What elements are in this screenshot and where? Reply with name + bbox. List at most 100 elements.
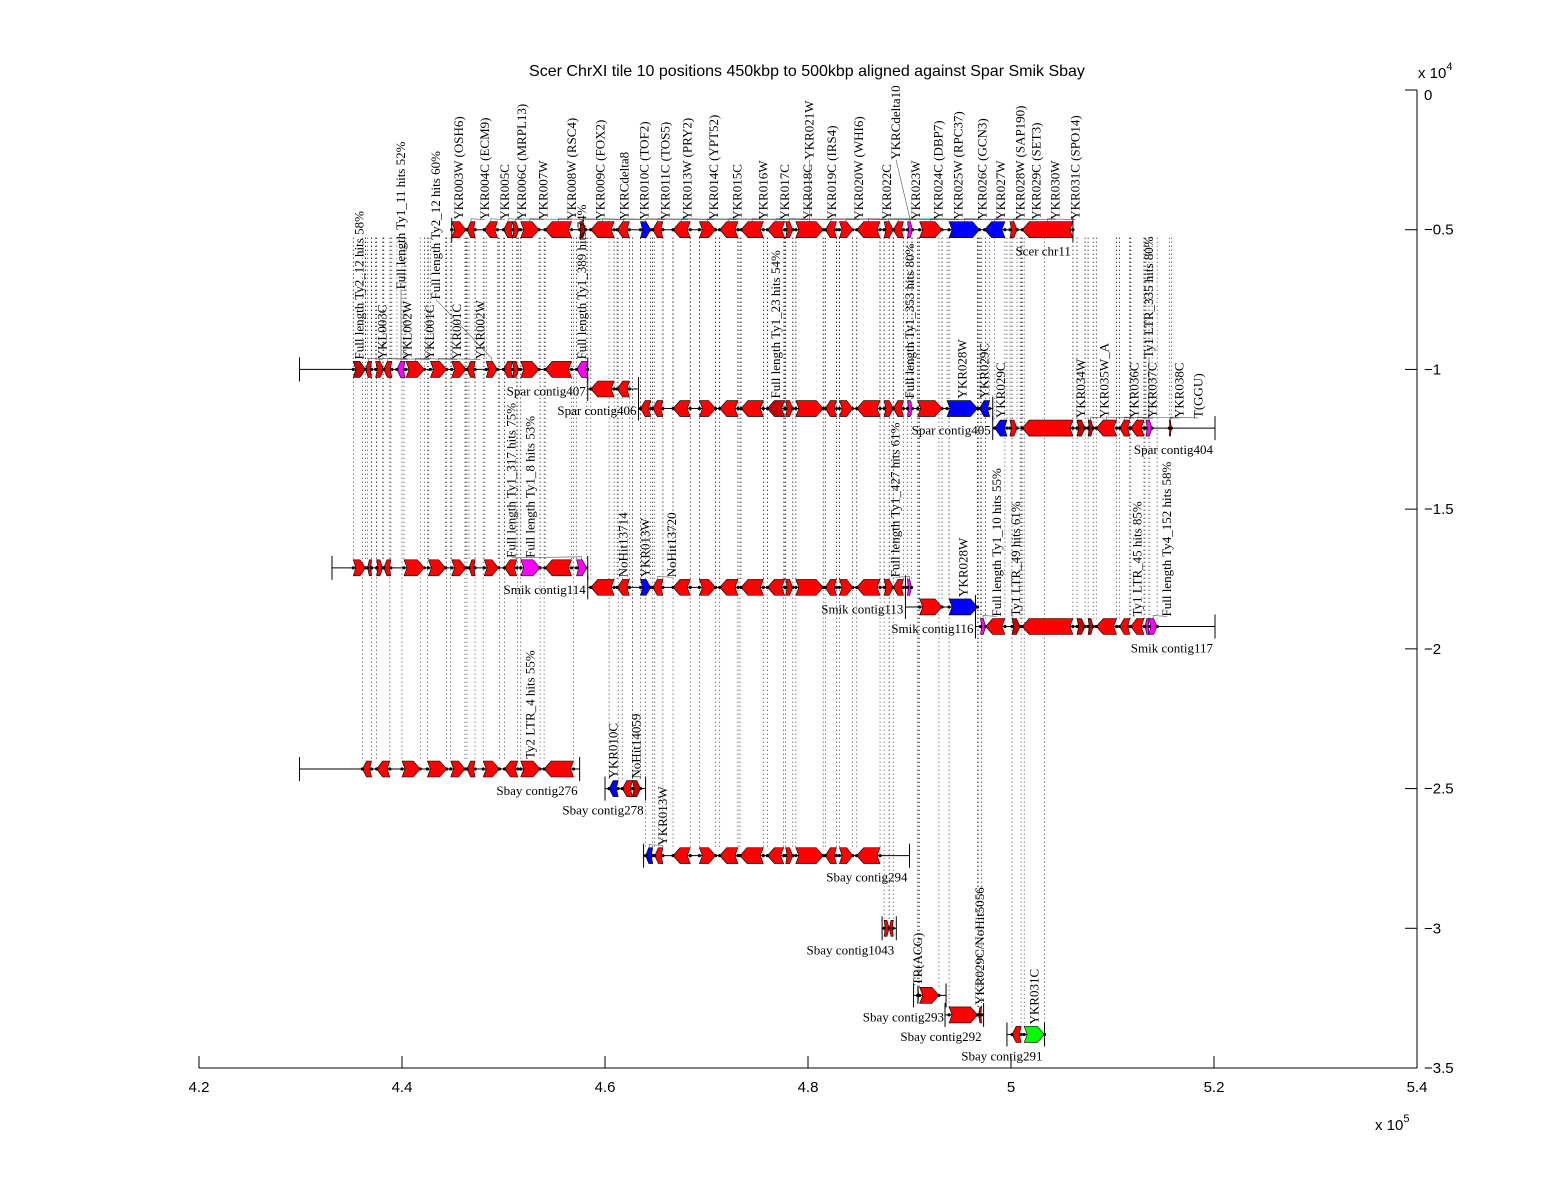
gene-boundary-dot	[823, 406, 827, 411]
gene-label: NoHit14059	[628, 714, 643, 779]
gene-boundary-dot	[449, 767, 453, 771]
label-leader-line	[511, 556, 582, 560]
gene-arrow	[824, 847, 837, 864]
gene-boundary-dot	[400, 767, 404, 771]
gene-boundary-dot	[620, 786, 624, 791]
gene-boundary-dot	[891, 926, 895, 930]
gene-boundary-dot	[834, 854, 839, 858]
gene-boundary-dot	[615, 228, 619, 232]
gene-boundary-dot	[784, 406, 788, 411]
gene-label: YKR031C (SPO14)	[1068, 115, 1083, 219]
gene-boundary-dot	[402, 566, 406, 570]
gene-label: YKR029C	[977, 343, 992, 399]
gene-boundary-dot	[578, 228, 582, 232]
gene-arrow	[504, 559, 518, 577]
gene-boundary-dot	[794, 585, 798, 589]
gene-boundary-dot	[1143, 624, 1147, 629]
gene-arrow	[405, 361, 425, 378]
gene-boundary-dot	[1010, 624, 1014, 629]
gene-boundary-dot	[644, 854, 648, 858]
gene-boundary-dot	[784, 854, 788, 858]
gene-boundary-dot	[450, 566, 454, 570]
gene-arrow	[795, 579, 824, 596]
x-tick-label: 5.4	[1407, 1079, 1428, 1096]
gene-arrow	[1119, 419, 1131, 437]
contig-label: Smik contig116	[891, 621, 974, 636]
gene-arrow	[856, 400, 881, 417]
gene-label: YKR010C	[606, 723, 621, 779]
gene-boundary-dot	[1114, 624, 1119, 629]
gene-boundary-dot	[651, 406, 655, 411]
gene-arrow	[483, 559, 499, 577]
label-leader-line	[845, 218, 917, 222]
gene-arrow	[883, 579, 894, 596]
gene-boundary-dot	[794, 854, 798, 858]
gene-boundary-dot	[369, 767, 374, 771]
gene-boundary-dot	[1118, 624, 1122, 629]
gene-arrow	[520, 361, 540, 378]
gene-arrow	[1095, 419, 1117, 437]
gene-arrow	[739, 847, 764, 864]
gene-label: YKL003C	[375, 305, 390, 360]
gene-boundary-dot	[382, 367, 386, 372]
contig-track: Smik contig113 NoHit13714 YKR013W NoHit1372…	[587, 422, 914, 616]
x-tick-label: 4.6	[595, 1079, 616, 1096]
gene-label: YKR015C	[730, 164, 745, 220]
gene-boundary-dot	[1008, 426, 1012, 430]
gene-boundary-dot	[916, 406, 920, 411]
gene-boundary-dot	[519, 228, 523, 232]
label-leader-line	[681, 218, 738, 222]
label-leader-line	[1047, 218, 1076, 222]
gene-boundary-dot	[422, 367, 426, 372]
gene-label: YKR021W	[802, 100, 817, 160]
gene-arrow	[672, 221, 691, 239]
gene-arrow	[946, 400, 978, 417]
gene-arrow	[640, 400, 652, 417]
gene-label: YKR025W (RPC37)	[951, 111, 966, 219]
gene-boundary-dot	[739, 228, 743, 232]
label-leader-line	[994, 218, 1037, 222]
gene-label: YKR018C	[800, 164, 815, 220]
gene-boundary-dot	[543, 367, 547, 372]
x-tick-label: 4.2	[189, 1079, 210, 1096]
gene-boundary-dot	[784, 228, 788, 232]
gene-boundary-dot	[589, 228, 593, 232]
gene-arrow	[1130, 618, 1145, 635]
gene-boundary-dot	[537, 228, 541, 232]
gene-arrow	[427, 559, 447, 577]
label-leader-line	[558, 218, 601, 222]
gene-arrow	[767, 579, 786, 596]
gene-arrow	[767, 400, 786, 417]
gene-arrow	[919, 221, 943, 239]
gene-arrow	[824, 221, 837, 239]
gene-arrow	[919, 598, 943, 616]
contig-track: Spar contig407 Full length Ty2_12 hits 58…	[298, 141, 590, 398]
gene-boundary-dot	[697, 854, 701, 858]
gene-boundary-dot	[543, 228, 547, 232]
gene-label: YKR023W	[908, 160, 923, 220]
gene-boundary-dot	[482, 228, 486, 232]
gene-boundary-dot	[977, 406, 982, 411]
contig-tracks: Scer chr11 YKR003W (OSH6) YKR004C (ECM9) YK…	[298, 85, 1216, 1063]
gene-boundary-dot	[878, 406, 882, 411]
contig-track: Smik contig117 Full length Ty1_10 hits 55…	[974, 461, 1216, 656]
gene-boundary-dot	[882, 926, 886, 930]
gene-boundary-dot	[661, 854, 665, 858]
gene-arrow	[426, 760, 448, 778]
contig-label: Sbay contig1043	[807, 942, 895, 957]
gene-label: Full length Ty4_152 hits 58%	[1159, 461, 1174, 616]
gene-label: Ty1 LTR_335 hits 80%	[1141, 236, 1156, 358]
gene-arrow	[1148, 618, 1158, 635]
gene-boundary-dot	[891, 228, 895, 232]
gene-label: YKR028W (SAP190)	[1012, 105, 1027, 219]
gene-arrow	[740, 579, 764, 596]
gene-arrow	[503, 221, 514, 239]
gene-boundary-dot	[765, 585, 770, 589]
gene-boundary-dot	[519, 367, 523, 372]
gene-boundary-dot	[1003, 624, 1007, 629]
gene-boundary-dot	[975, 605, 980, 609]
contig-track: Spar contig405 Full length Ty1_23 hits 54…	[637, 244, 994, 438]
gene-label: Full length Ty2_12 hits 58%	[351, 211, 366, 360]
gene-label: Full length Ty2_12 hits 60%	[428, 151, 443, 300]
